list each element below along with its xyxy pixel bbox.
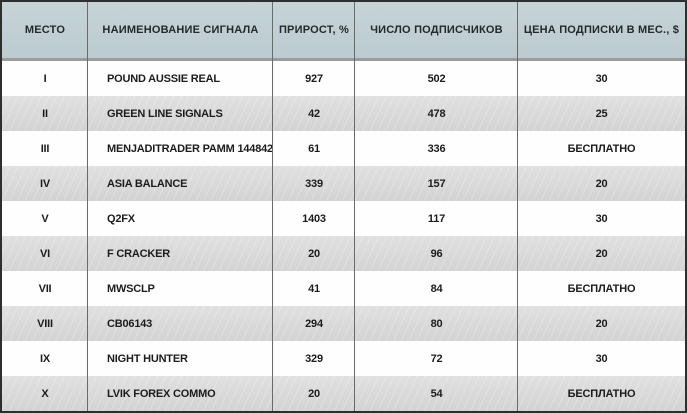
subscribers-cell: 72 [355, 341, 518, 376]
signal-name-cell: GREEN LINE SIGNALS [88, 96, 273, 131]
growth-cell: 329 [273, 341, 355, 376]
signal-name-cell: MWSCLP [88, 271, 273, 306]
column-header-place: МЕСТО [2, 2, 88, 58]
column-header-subscribers: ЧИСЛО ПОДПИСЧИКОВ [355, 2, 518, 58]
place-cell: VII [2, 271, 88, 306]
growth-cell: 20 [273, 236, 355, 271]
growth-cell: 294 [273, 306, 355, 341]
price-cell: БЕСПЛАТНО [518, 376, 685, 411]
signal-name-cell: ASIA BALANCE [88, 166, 273, 201]
place-cell: VI [2, 236, 88, 271]
signal-name-cell: LVIK FOREX COMMO [88, 376, 273, 411]
price-cell: 20 [518, 166, 685, 201]
place-cell: I [2, 61, 88, 96]
growth-cell: 927 [273, 61, 355, 96]
signal-name-cell: NIGHT HUNTER [88, 341, 273, 376]
growth-cell: 61 [273, 131, 355, 166]
subscribers-cell: 117 [355, 201, 518, 236]
growth-cell: 1403 [273, 201, 355, 236]
place-cell: V [2, 201, 88, 236]
price-cell: БЕСПЛАТНО [518, 271, 685, 306]
subscribers-cell: 84 [355, 271, 518, 306]
subscribers-cell: 336 [355, 131, 518, 166]
subscribers-cell: 54 [355, 376, 518, 411]
header-separator [2, 58, 685, 61]
growth-cell: 42 [273, 96, 355, 131]
subscribers-cell: 478 [355, 96, 518, 131]
place-cell: II [2, 96, 88, 131]
column-separator-line [272, 2, 273, 411]
column-header-growth: ПРИРОСТ, % [273, 2, 355, 58]
growth-cell: 20 [273, 376, 355, 411]
price-cell: 30 [518, 61, 685, 96]
growth-cell: 339 [273, 166, 355, 201]
price-cell: 30 [518, 341, 685, 376]
place-cell: X [2, 376, 88, 411]
column-header-signal-name: НАИМЕНОВАНИЕ СИГНАЛА [88, 2, 273, 58]
column-separator-line [517, 2, 518, 411]
price-cell: 20 [518, 236, 685, 271]
price-cell: 20 [518, 306, 685, 341]
signal-name-cell: CB06143 [88, 306, 273, 341]
column-separator-line [354, 2, 355, 411]
place-cell: III [2, 131, 88, 166]
signal-name-cell: F CRACKER [88, 236, 273, 271]
column-separator-line [87, 2, 88, 411]
signal-name-cell: POUND AUSSIE REAL [88, 61, 273, 96]
subscribers-cell: 80 [355, 306, 518, 341]
subscribers-cell: 502 [355, 61, 518, 96]
column-header-price: ЦЕНА ПОДПИСКИ В МЕС., $ [518, 2, 685, 58]
place-cell: VIII [2, 306, 88, 341]
price-cell: 30 [518, 201, 685, 236]
signal-name-cell: MENJADITRADER PAMM 144842 [88, 131, 273, 166]
signal-name-cell: Q2FX [88, 201, 273, 236]
price-cell: БЕСПЛАТНО [518, 131, 685, 166]
subscribers-cell: 157 [355, 166, 518, 201]
place-cell: IV [2, 166, 88, 201]
subscribers-cell: 96 [355, 236, 518, 271]
price-cell: 25 [518, 96, 685, 131]
growth-cell: 41 [273, 271, 355, 306]
place-cell: IX [2, 341, 88, 376]
